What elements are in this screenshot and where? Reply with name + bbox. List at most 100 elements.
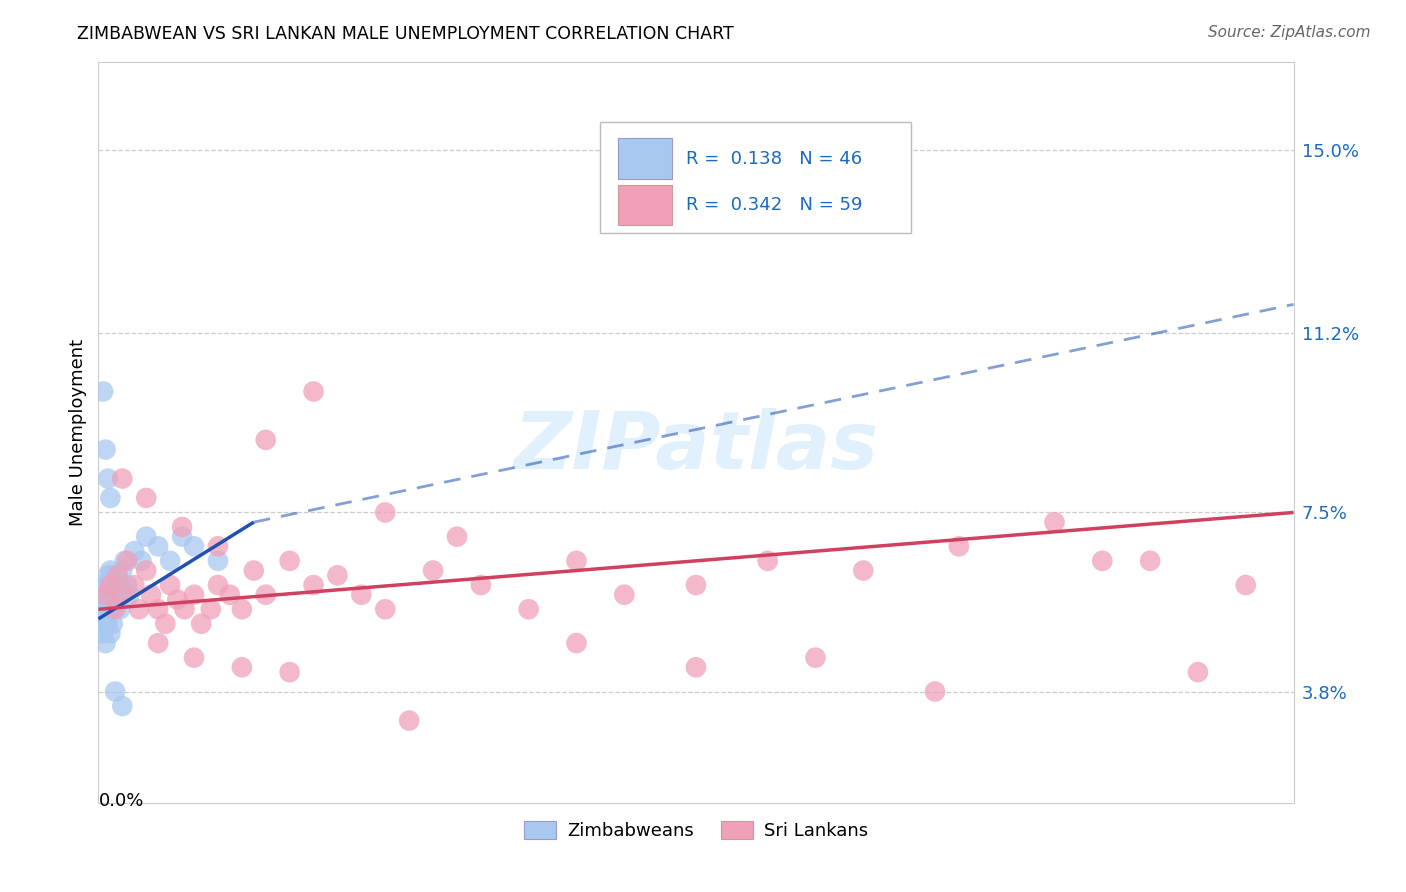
Point xyxy=(278,554,301,568)
Point xyxy=(98,564,122,578)
Point xyxy=(98,491,122,505)
Point xyxy=(1091,554,1114,568)
Point xyxy=(207,539,229,553)
Point xyxy=(231,660,253,674)
Point xyxy=(94,616,117,631)
Point xyxy=(1139,554,1161,568)
Point xyxy=(111,564,134,578)
Point xyxy=(183,650,205,665)
Point xyxy=(97,588,120,602)
Point xyxy=(115,554,138,568)
Point xyxy=(98,626,122,640)
Point xyxy=(111,699,134,714)
Text: ZIPatlas: ZIPatlas xyxy=(513,409,879,486)
Point xyxy=(350,588,373,602)
Point xyxy=(111,472,134,486)
Point xyxy=(948,539,970,553)
Point xyxy=(254,588,277,602)
Point xyxy=(159,578,181,592)
Point xyxy=(446,530,468,544)
Point xyxy=(98,578,122,592)
Point xyxy=(613,588,636,602)
Point xyxy=(97,616,120,631)
Point xyxy=(101,616,124,631)
FancyBboxPatch shape xyxy=(600,121,911,233)
Point xyxy=(183,588,205,602)
Point xyxy=(422,564,444,578)
Point xyxy=(398,714,420,728)
Point xyxy=(104,684,127,698)
Point xyxy=(804,650,827,665)
Point xyxy=(924,684,946,698)
Point xyxy=(94,602,117,616)
Point xyxy=(517,602,540,616)
Point xyxy=(94,578,117,592)
Legend: Zimbabweans, Sri Lankans: Zimbabweans, Sri Lankans xyxy=(516,814,876,847)
Point xyxy=(98,602,122,616)
Point xyxy=(124,544,146,558)
Point xyxy=(94,588,117,602)
Point xyxy=(374,506,396,520)
Text: R =  0.342   N = 59: R = 0.342 N = 59 xyxy=(686,196,863,214)
Point xyxy=(101,588,124,602)
Point xyxy=(98,578,122,592)
Point xyxy=(302,384,325,399)
Point xyxy=(128,602,150,616)
Point xyxy=(148,539,170,553)
Point xyxy=(565,636,588,650)
Point xyxy=(148,636,170,650)
Text: 0.0%: 0.0% xyxy=(98,792,143,810)
Point xyxy=(131,554,153,568)
Point xyxy=(326,568,349,582)
Point xyxy=(124,578,146,592)
Point xyxy=(135,530,157,544)
Point xyxy=(101,602,124,616)
Point xyxy=(254,433,277,447)
Point xyxy=(173,602,195,616)
Text: R =  0.138   N = 46: R = 0.138 N = 46 xyxy=(686,150,862,168)
Point xyxy=(155,616,177,631)
Point xyxy=(278,665,301,680)
Point xyxy=(243,564,266,578)
Point xyxy=(107,588,129,602)
Text: Source: ZipAtlas.com: Source: ZipAtlas.com xyxy=(1208,25,1371,40)
Point xyxy=(107,568,129,582)
FancyBboxPatch shape xyxy=(619,185,672,226)
Point xyxy=(756,554,779,568)
Point xyxy=(302,578,325,592)
Point xyxy=(104,602,127,616)
Point xyxy=(1187,665,1209,680)
Point xyxy=(104,578,127,592)
Point xyxy=(1234,578,1257,592)
Point xyxy=(207,578,229,592)
Point xyxy=(470,578,492,592)
Point xyxy=(219,588,242,602)
Point xyxy=(107,568,129,582)
Point xyxy=(207,554,229,568)
FancyBboxPatch shape xyxy=(619,138,672,178)
Point xyxy=(91,626,114,640)
Point xyxy=(1043,515,1066,529)
Point xyxy=(685,578,707,592)
Point xyxy=(97,602,120,616)
Point xyxy=(231,602,253,616)
Point xyxy=(115,578,138,592)
Point xyxy=(166,592,188,607)
Y-axis label: Male Unemployment: Male Unemployment xyxy=(69,339,87,526)
Point xyxy=(374,602,396,616)
Point xyxy=(101,568,124,582)
Point xyxy=(183,539,205,553)
Point xyxy=(135,491,157,505)
Point xyxy=(97,578,120,592)
Point xyxy=(97,568,120,582)
Point xyxy=(565,554,588,568)
Point xyxy=(118,588,141,602)
Text: ZIMBABWEAN VS SRI LANKAN MALE UNEMPLOYMENT CORRELATION CHART: ZIMBABWEAN VS SRI LANKAN MALE UNEMPLOYME… xyxy=(77,25,734,43)
Point xyxy=(94,588,117,602)
Point xyxy=(108,578,131,592)
Point xyxy=(94,636,117,650)
Point xyxy=(135,564,157,578)
Point xyxy=(91,602,114,616)
Point xyxy=(114,554,136,568)
Point xyxy=(685,660,707,674)
